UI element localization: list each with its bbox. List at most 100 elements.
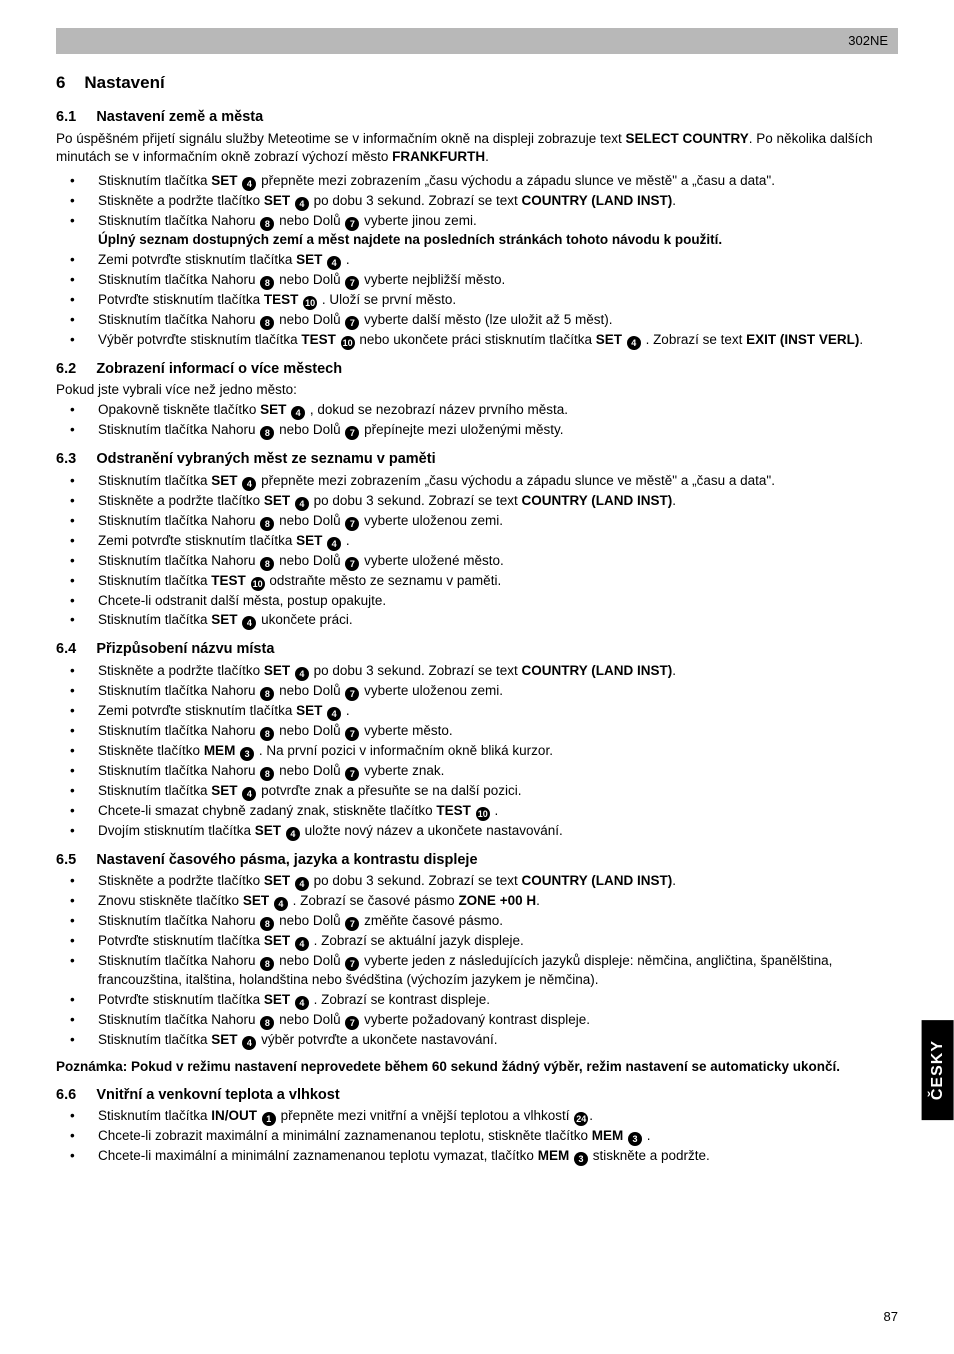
section-6-2-heading: 6.2 Zobrazení informací o více městech [56,360,898,380]
list-item: Stisknutím tlačítka Nahoru 8 nebo Dolů 7… [56,952,898,989]
ref-8-icon: 8 [260,1016,274,1030]
list-item: Stiskněte a podržte tlačítko SET 4 po do… [56,872,898,891]
section-6-1-intro: Po úspěšném přijetí signálu služby Meteo… [56,130,898,166]
list-item: Opakovně tiskněte tlačítko SET 4 , dokud… [56,401,898,420]
ref-7-icon: 7 [345,727,359,741]
ref-4-icon: 4 [242,616,256,630]
section-6-5-heading: 6.5 Nastavení časového pásma, jazyka a k… [56,851,898,871]
list-item: Stisknutím tlačítka SET 4 ukončete práci… [56,611,898,630]
ref-4-icon: 4 [295,667,309,681]
ref-4-icon: 4 [295,937,309,951]
list-item: Stiskněte a podržte tlačítko SET 4 po do… [56,662,898,681]
list-item: Zemi potvrďte stisknutím tlačítka SET 4 … [56,251,898,270]
list-item: Stisknutím tlačítka Nahoru 8 nebo Dolů 7… [56,421,898,440]
section-6-6-list: Stisknutím tlačítka IN/OUT 1 přepněte me… [56,1107,898,1166]
ref-7-icon: 7 [345,517,359,531]
ref-3-icon: 3 [574,1152,588,1166]
ref-8-icon: 8 [260,917,274,931]
ref-8-icon: 8 [260,557,274,571]
ref-4-icon: 4 [327,707,341,721]
ref-4-icon: 4 [295,197,309,211]
ref-4-icon: 4 [295,497,309,511]
list-item: Stisknutím tlačítka TEST 10 odstraňte mě… [56,572,898,591]
note-text: Poznámka: Pokud v režimu nastavení nepro… [56,1058,898,1076]
section-6-5-list: Stiskněte a podržte tlačítko SET 4 po do… [56,872,898,1049]
list-item: Stisknutím tlačítka Nahoru 8 nebo Dolů 7… [56,682,898,701]
list-item: Dvojím stisknutím tlačítka SET 4 uložte … [56,822,898,841]
list-item: Stiskněte a podržte tlačítko SET 4 po do… [56,192,898,211]
section-6-heading: 6 Nastavení [56,72,898,95]
ref-4-icon: 4 [242,787,256,801]
list-item: Chcete-li zobrazit maximální a minimální… [56,1127,898,1146]
ref-8-icon: 8 [260,276,274,290]
ref-8-icon: 8 [260,727,274,741]
ref-4-icon: 4 [274,897,288,911]
ref-4-icon: 4 [242,177,256,191]
ref-7-icon: 7 [345,687,359,701]
list-item: Stisknutím tlačítka Nahoru 8 nebo Dolů 7… [56,271,898,290]
language-tab: ČESKY [922,1020,954,1120]
ref-1-icon: 1 [262,1112,276,1126]
ref-10-icon: 10 [341,336,355,350]
ref-8-icon: 8 [260,217,274,231]
list-item: Výběr potvrďte stisknutím tlačítka TEST … [56,331,898,350]
section-6-4-heading: 6.4 Přizpůsobení názvu místa [56,640,898,660]
ref-7-icon: 7 [345,217,359,231]
section-6-1-heading: 6.1 Nastavení země a města [56,108,898,128]
list-item: Stisknutím tlačítka SET 4 přepněte mezi … [56,472,898,491]
header-bar: 302NE [56,28,898,54]
section-6-3-heading: 6.3 Odstranění vybraných měst ze seznamu… [56,450,898,470]
ref-10-icon: 10 [303,296,317,310]
section-6-4-list: Stiskněte a podržte tlačítko SET 4 po do… [56,662,898,841]
list-item: Stisknutím tlačítka SET 4 výběr potvrďte… [56,1031,898,1050]
ref-10-icon: 10 [251,577,265,591]
list-item: Potvrďte stisknutím tlačítka TEST 10 . U… [56,291,898,310]
ref-7-icon: 7 [345,957,359,971]
ref-7-icon: 7 [345,917,359,931]
list-item: Potvrďte stisknutím tlačítka SET 4 . Zob… [56,932,898,951]
list-item: Stisknutím tlačítka Nahoru 8 nebo Dolů 7… [56,311,898,330]
list-item: Stisknutím tlačítka Nahoru 8 nebo Dolů 7… [56,912,898,931]
ref-7-icon: 7 [345,557,359,571]
ref-3-icon: 3 [240,747,254,761]
ref-4-icon: 4 [327,256,341,270]
list-item: Stisknutím tlačítka Nahoru 8 nebo Dolů 7… [56,512,898,531]
ref-8-icon: 8 [260,316,274,330]
list-item: Stisknutím tlačítka SET 4 potvrďte znak … [56,782,898,801]
ref-4-icon: 4 [295,996,309,1010]
list-item: Chcete-li odstranit další města, postup … [56,592,898,610]
list-item: Stisknutím tlačítka Nahoru 8 nebo Dolů 7… [56,552,898,571]
section-6-2-intro: Pokud jste vybrali více než jedno město: [56,381,898,399]
ref-8-icon: 8 [260,957,274,971]
page-number: 87 [884,1308,898,1326]
list-item: Stisknutím tlačítka SET 4 přepněte mezi … [56,172,898,191]
list-item: Znovu stiskněte tlačítko SET 4 . Zobrazí… [56,892,898,911]
ref-3-icon: 3 [628,1132,642,1146]
ref-7-icon: 7 [345,767,359,781]
ref-4-icon: 4 [627,336,641,350]
ref-7-icon: 7 [345,426,359,440]
ref-8-icon: 8 [260,767,274,781]
section-6-6-heading: 6.6 Vnitřní a venkovní teplota a vlhkost [56,1086,898,1106]
ref-24-icon: 24 [574,1112,588,1126]
list-item: Zemi potvrďte stisknutím tlačítka SET 4 … [56,702,898,721]
list-item: Stiskněte tlačítko MEM 3 . Na první pozi… [56,742,898,761]
ref-8-icon: 8 [260,687,274,701]
section-6-1-list: Stisknutím tlačítka SET 4 přepněte mezi … [56,172,898,349]
ref-8-icon: 8 [260,517,274,531]
list-item: Stisknutím tlačítka Nahoru 8 nebo Dolů 7… [56,212,898,249]
list-item: Stiskněte a podržte tlačítko SET 4 po do… [56,492,898,511]
list-item: Stisknutím tlačítka Nahoru 8 nebo Dolů 7… [56,762,898,781]
ref-7-icon: 7 [345,276,359,290]
ref-4-icon: 4 [242,477,256,491]
ref-4-icon: 4 [242,1036,256,1050]
ref-4-icon: 4 [327,537,341,551]
doc-code: 302NE [848,33,888,48]
ref-4-icon: 4 [286,827,300,841]
ref-7-icon: 7 [345,316,359,330]
list-item: Zemi potvrďte stisknutím tlačítka SET 4 … [56,532,898,551]
ref-10-icon: 10 [476,807,490,821]
ref-4-icon: 4 [291,406,305,420]
ref-8-icon: 8 [260,426,274,440]
ref-4-icon: 4 [295,877,309,891]
